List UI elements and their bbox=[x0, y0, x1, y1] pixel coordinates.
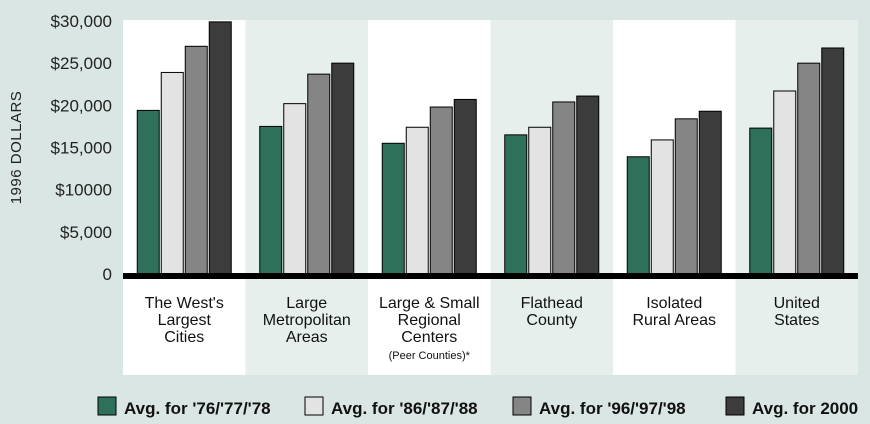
bar bbox=[552, 101, 576, 275]
legend-label: Avg. for '76/'77/'78 bbox=[124, 399, 271, 418]
y-tick-label: $10000 bbox=[55, 181, 112, 200]
category-label: Cities bbox=[164, 329, 204, 346]
category-label: The West's bbox=[145, 295, 224, 312]
bar bbox=[674, 118, 698, 275]
y-tick-label: 0 bbox=[103, 265, 112, 284]
bar bbox=[184, 45, 208, 275]
bar bbox=[283, 103, 307, 275]
y-tick-label: $15,000 bbox=[51, 139, 112, 158]
bar bbox=[331, 62, 355, 275]
bar bbox=[698, 110, 722, 275]
category-label: Large & Small bbox=[379, 295, 480, 312]
baseline bbox=[123, 273, 858, 279]
bar bbox=[576, 95, 600, 275]
bar bbox=[259, 125, 283, 275]
category-label: Largest bbox=[158, 312, 212, 329]
bar bbox=[429, 106, 453, 275]
bar bbox=[307, 73, 331, 275]
bar bbox=[381, 142, 405, 275]
bar bbox=[797, 62, 821, 275]
bar bbox=[405, 126, 429, 275]
category-label: Regional bbox=[398, 312, 461, 329]
bar bbox=[453, 98, 477, 275]
legend-swatch bbox=[304, 396, 324, 416]
y-tick-label: $25,000 bbox=[51, 54, 112, 73]
legend-label: Avg. for 2000 bbox=[752, 399, 858, 418]
y-tick-label: $30,000 bbox=[51, 12, 112, 31]
bar bbox=[528, 126, 552, 275]
category-label: Centers bbox=[401, 329, 457, 346]
y-tick-label: $5,000 bbox=[60, 223, 112, 242]
category-label: Areas bbox=[286, 329, 328, 346]
bar bbox=[773, 90, 797, 275]
category-label: Flathead bbox=[521, 295, 583, 312]
legend-label: Avg. for '96/'97/'98 bbox=[539, 399, 686, 418]
legend-swatch bbox=[512, 396, 532, 416]
legend-swatch bbox=[725, 396, 745, 416]
category-label: Rural Areas bbox=[632, 312, 716, 329]
category-label: United bbox=[774, 295, 820, 312]
category-label: States bbox=[774, 312, 819, 329]
category-label: Large bbox=[286, 295, 327, 312]
legend-swatch bbox=[97, 396, 117, 416]
bar bbox=[749, 127, 773, 275]
bar bbox=[208, 21, 232, 275]
bar bbox=[626, 156, 650, 275]
category-label: Metropolitan bbox=[263, 312, 351, 329]
legend-label: Avg. for '86/'87/'88 bbox=[331, 399, 478, 418]
bar bbox=[821, 47, 845, 275]
bar bbox=[160, 71, 184, 275]
category-note: (Peer Counties)* bbox=[389, 350, 471, 362]
y-axis-label: 1996 DOLLARS bbox=[8, 91, 25, 205]
bar bbox=[136, 109, 160, 275]
category-label: Isolated bbox=[646, 295, 702, 312]
bar bbox=[504, 134, 528, 275]
category-label: County bbox=[526, 312, 577, 329]
bar bbox=[650, 139, 674, 275]
y-tick-label: $20,000 bbox=[51, 96, 112, 115]
